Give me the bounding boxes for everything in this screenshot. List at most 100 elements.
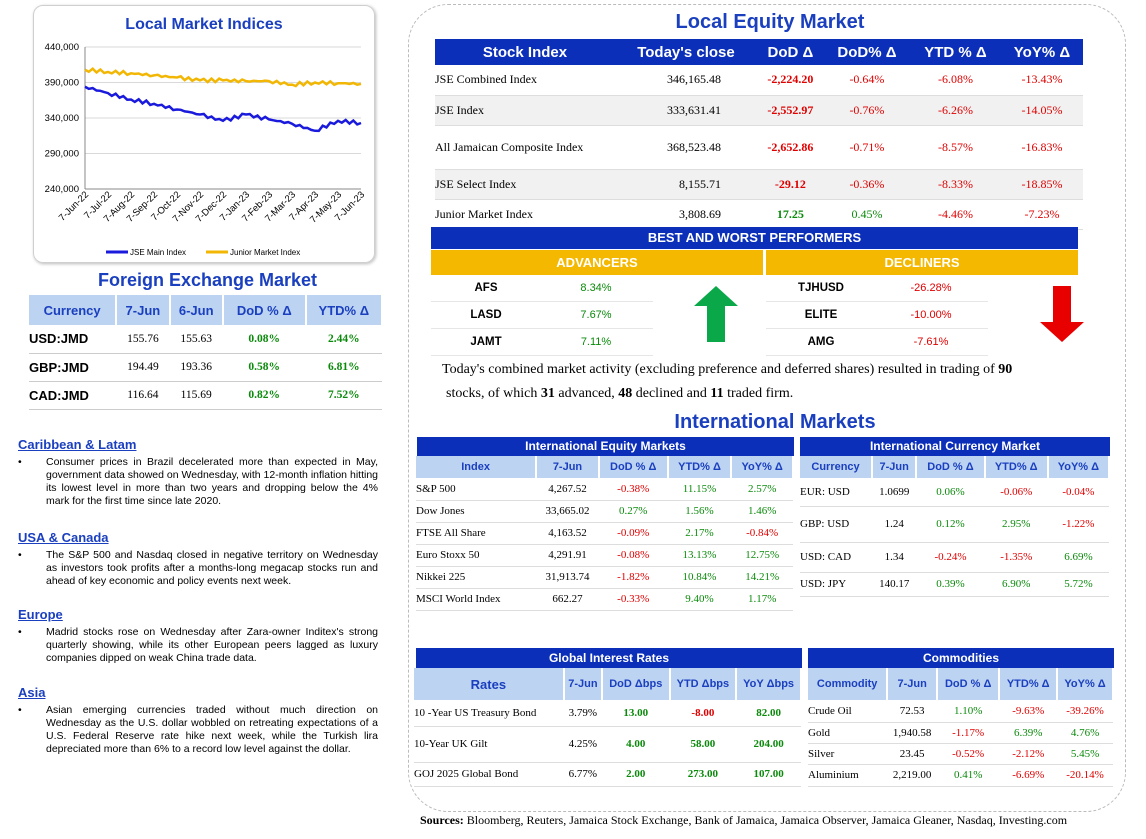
- table-cell: 107.00: [736, 762, 801, 787]
- row-label: Crude Oil: [808, 700, 888, 723]
- table-cell: -8.57%: [909, 125, 1001, 170]
- table-row: GOJ 2025 Global Bond 6.77% 2.00 273.00 107.0…: [414, 762, 801, 787]
- table-cell: 8,155.71: [615, 169, 757, 200]
- row-label: Gold: [808, 722, 888, 744]
- table-cell: 368,523.48: [615, 125, 757, 170]
- advancers-list: AFS 8.34% LASD 7.67% JAMT 7.11%: [431, 275, 653, 356]
- performer-change: -26.28%: [910, 282, 952, 294]
- table-cell: 0.58%: [222, 353, 306, 382]
- table-cell: 6.77%: [563, 762, 603, 787]
- local-equity-header-row: Stock Index Today's close DoD Δ DoD% Δ YTD %…: [435, 39, 1083, 65]
- table-cell: -0.76%: [823, 95, 910, 126]
- news-item: Europe • Madrid stocks rose on Wednesday a…: [18, 607, 378, 665]
- table-cell: 116.64: [116, 381, 170, 410]
- intl-currency-header-row: Currency 7-Jun DoD % Δ YTD% Δ YoY% Δ: [800, 456, 1111, 478]
- column-header: DoD % Δ: [598, 456, 669, 478]
- news-heading: Caribbean & Latam: [18, 437, 137, 452]
- performer-row: TJHUSD -26.28%: [766, 275, 988, 302]
- table-row: 10 -Year US Treasury Bond 3.79% 13.00 -8.00…: [414, 700, 801, 727]
- local-equity-table: Stock Index Today's close DoD Δ DoD% Δ YTD %…: [435, 39, 1083, 230]
- table-cell: 0.08%: [222, 325, 306, 354]
- table-cell: 23.45: [887, 743, 937, 765]
- table-cell: 17.25: [756, 199, 824, 230]
- table-cell: -39.26%: [1057, 700, 1113, 723]
- performer-change: 7.67%: [580, 309, 612, 321]
- summary-declined: 48: [618, 386, 633, 401]
- table-cell: 1.17%: [731, 588, 793, 611]
- commodities-table: Commodity 7-Jun DoD % Δ YTD% Δ YoY% Δ Crude …: [808, 668, 1114, 787]
- sources-label: Sources:: [420, 813, 464, 827]
- table-cell: 2.95%: [984, 506, 1048, 543]
- performer-change: 7.11%: [580, 336, 612, 348]
- column-header: DoD % Δ: [222, 295, 307, 325]
- performer-row: LASD 7.67%: [431, 302, 653, 329]
- table-row: Dow Jones 33,665.02 0.27% 1.56% 1.46%: [416, 500, 793, 523]
- intl-equity-header-row: Index 7-Jun DoD % Δ YTD% Δ YoY% Δ: [416, 456, 794, 478]
- intl-currency-title: International Currency Market: [800, 437, 1110, 456]
- news-heading: USA & Canada: [18, 530, 109, 545]
- column-header: YTD% Δ: [984, 456, 1049, 478]
- row-label: Euro Stoxx 50: [416, 544, 537, 567]
- table-cell: 31,913.74: [536, 566, 599, 589]
- table-row: USD:JMD 155.76 155.63 0.08% 2.44%: [29, 325, 382, 354]
- table-cell: -16.83%: [1000, 125, 1083, 170]
- table-cell: -0.52%: [936, 743, 1000, 765]
- news-heading: Asia: [18, 685, 46, 700]
- table-cell: -7.23%: [1000, 199, 1083, 230]
- table-cell: 6.39%: [999, 722, 1058, 744]
- column-header: YoY% Δ: [1057, 668, 1114, 700]
- row-label: Dow Jones: [416, 500, 537, 523]
- table-cell: 2.00: [602, 762, 670, 787]
- summary-text: traded firm.: [723, 386, 794, 401]
- table-cell: -8.33%: [909, 169, 1001, 200]
- table-cell: 2.44%: [305, 325, 382, 354]
- table-cell: 82.00: [736, 700, 801, 727]
- column-header: 6-Jun: [169, 295, 224, 325]
- column-header: Stock Index: [482, 43, 568, 61]
- table-cell: 13.13%: [667, 544, 732, 567]
- table-cell: 6.90%: [984, 572, 1048, 597]
- table-row: S&P 500 4,267.52 -0.38% 11.15% 2.57%: [416, 478, 793, 501]
- table-cell: 72.53: [887, 700, 937, 723]
- bullet-icon: •: [18, 456, 22, 468]
- news-text: • Consumer prices in Brazil decelerated m…: [18, 456, 378, 507]
- decliners-list: TJHUSD -26.28% ELITE -10.00% AMG -7.61%: [766, 275, 988, 356]
- table-row: JSE Combined Index 346,165.48 -2,224.20 -0.…: [435, 65, 1083, 96]
- row-label: S&P 500: [416, 478, 537, 501]
- table-cell: 5.72%: [1047, 572, 1109, 597]
- legend-label: Junior Market Index: [230, 248, 300, 257]
- table-row: GBP: USD 1.24 0.12% 2.95% -1.22%: [800, 506, 1109, 543]
- table-cell: 333,631.41: [615, 95, 757, 126]
- column-header: Rates: [414, 668, 565, 700]
- table-cell: 155.63: [169, 325, 223, 354]
- news-text: • The S&P 500 and Nasdaq closed in negati…: [18, 549, 378, 587]
- table-cell: -6.69%: [999, 764, 1058, 787]
- table-row: MSCI World Index 662.27 -0.33% 9.40% 1.17%: [416, 588, 793, 611]
- performer-symbol: ELITE: [804, 309, 838, 321]
- table-cell: 155.76: [116, 325, 170, 354]
- table-row: 10-Year UK Gilt 4.25% 4.00 58.00 204.00: [414, 726, 801, 763]
- table-cell: 0.82%: [222, 381, 306, 410]
- column-header: Today's close: [637, 43, 735, 61]
- column-header: Index: [416, 456, 538, 478]
- fx-table: Currency 7-Jun 6-Jun DoD % Δ YTD% Δ USD:JMD 1…: [29, 295, 384, 410]
- down-arrow-icon: [1040, 286, 1084, 342]
- column-header: YoY% Δ: [1013, 43, 1071, 61]
- table-cell: -0.08%: [598, 544, 668, 567]
- table-row: Nikkei 225 31,913.74 -1.82% 10.84% 14.21%: [416, 566, 793, 589]
- summary-total: 90: [998, 362, 1013, 377]
- performer-change: 8.34%: [580, 282, 612, 294]
- news-item: USA & Canada • The S&P 500 and Nasdaq clos…: [18, 530, 378, 588]
- column-header: 7-Jun: [887, 668, 938, 700]
- table-row: Euro Stoxx 50 4,291.91 -0.08% 13.13% 12.75%: [416, 544, 793, 567]
- performer-row: AMG -7.61%: [766, 329, 988, 356]
- rates-table: Rates 7-Jun DoD Δbps YTD Δbps YoY Δbps 10 -Y…: [414, 668, 802, 787]
- table-cell: 4.76%: [1057, 722, 1113, 744]
- table-cell: 1.46%: [731, 500, 793, 523]
- table-cell: 10.84%: [667, 566, 732, 589]
- table-cell: 1.0699: [872, 478, 917, 507]
- row-label: 10 -Year US Treasury Bond: [414, 700, 564, 727]
- table-cell: -0.09%: [598, 522, 668, 545]
- up-arrow-icon: [694, 286, 738, 342]
- table-cell: -0.71%: [823, 125, 910, 170]
